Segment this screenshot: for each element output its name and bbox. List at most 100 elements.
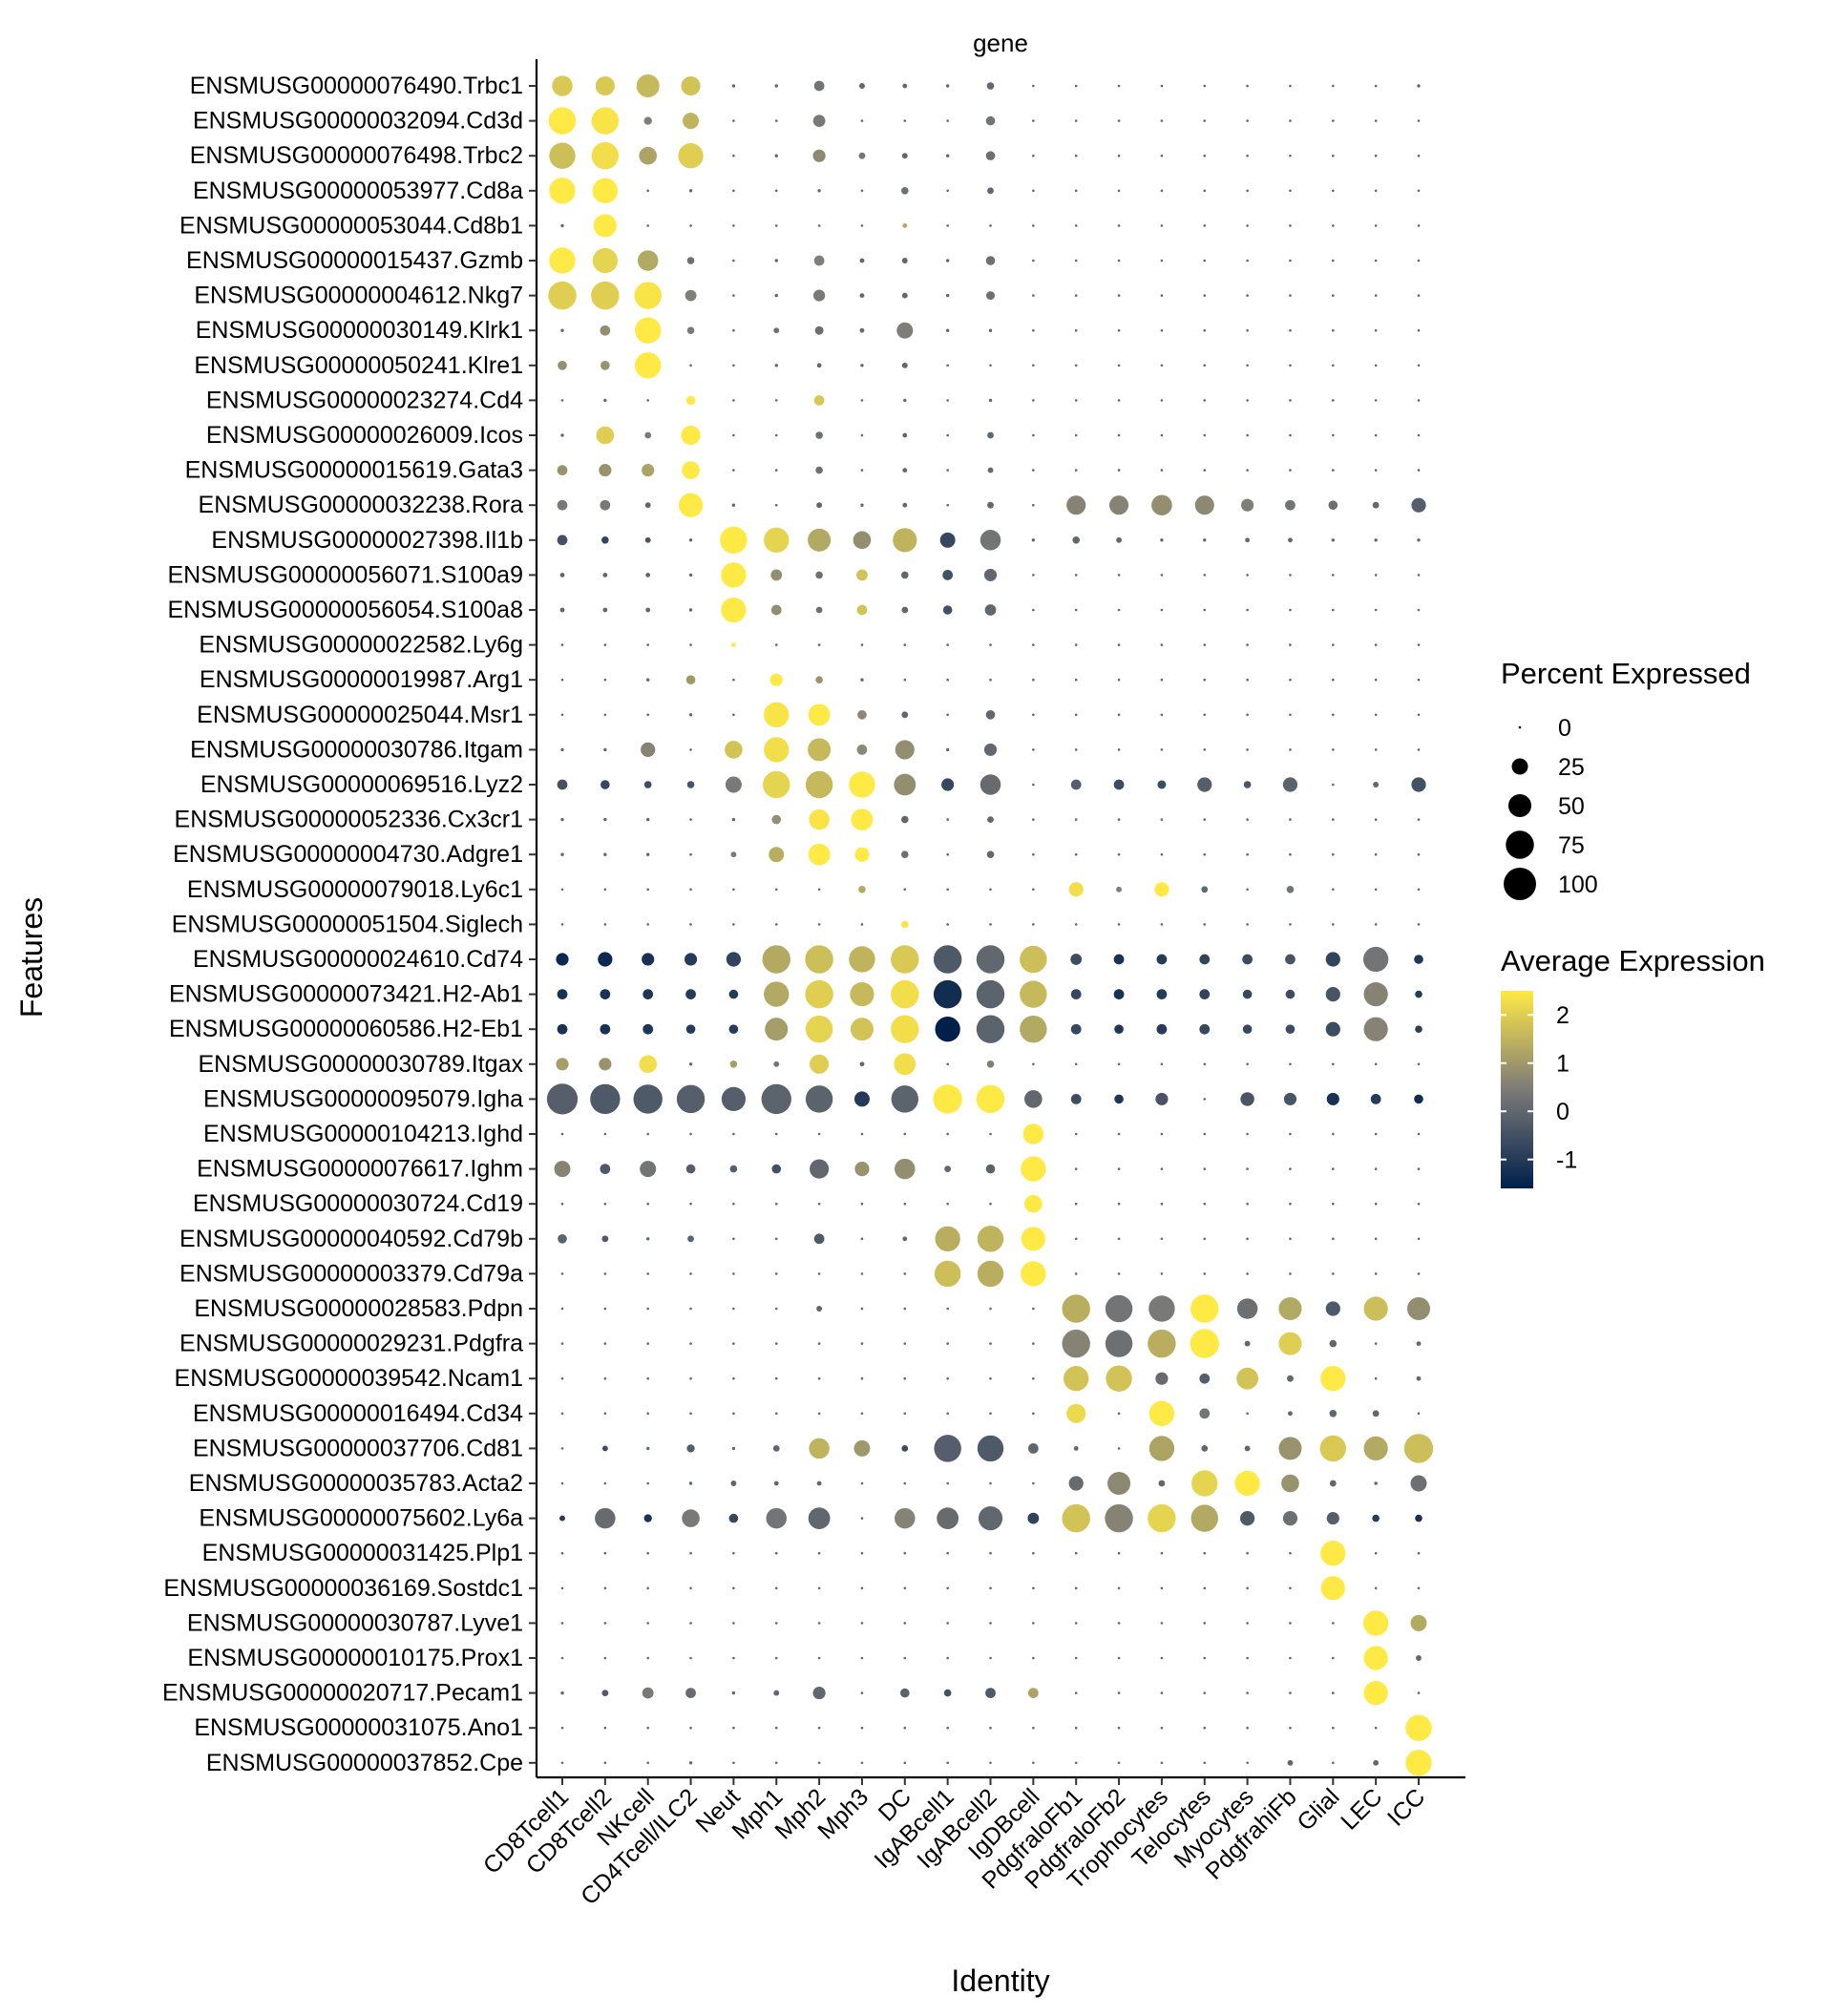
dot <box>812 289 826 302</box>
size-legend-label: 25 <box>1558 754 1585 781</box>
dot <box>1074 1586 1078 1590</box>
dot <box>1236 1367 1259 1390</box>
dot <box>1160 294 1164 297</box>
dot <box>805 1085 833 1113</box>
dot <box>1246 224 1249 227</box>
dot <box>1064 1366 1089 1392</box>
dot <box>1117 294 1121 297</box>
dot <box>1203 1202 1207 1206</box>
dot <box>1246 1551 1249 1555</box>
dot <box>903 643 907 646</box>
dot <box>689 748 692 751</box>
dot <box>1417 1272 1421 1275</box>
dot <box>1288 537 1293 543</box>
dot <box>549 178 576 204</box>
dot <box>765 1018 789 1041</box>
dot <box>988 398 993 403</box>
dot <box>945 328 950 332</box>
dot <box>595 75 615 96</box>
dot <box>1151 494 1172 515</box>
dot <box>601 536 609 544</box>
y-tick-label: ENSMUSG00000037706.Cd81 <box>193 1435 523 1461</box>
dot <box>732 888 735 892</box>
dot <box>643 781 652 788</box>
dot <box>1329 1409 1338 1418</box>
dot <box>1289 1586 1292 1590</box>
dot <box>903 678 907 682</box>
dot <box>731 503 736 507</box>
dot <box>602 572 608 578</box>
dot <box>1032 608 1035 612</box>
dot <box>685 1024 696 1035</box>
dot <box>1283 1092 1297 1105</box>
dot <box>903 1656 907 1660</box>
dot <box>1070 989 1082 999</box>
dot <box>1325 1301 1340 1316</box>
dot <box>595 1507 616 1529</box>
dot <box>1332 574 1335 577</box>
dot <box>989 1202 992 1206</box>
size-legend-dot <box>1506 830 1534 859</box>
y-tick-label: ENSMUSG00000095079.Igha <box>203 1085 523 1112</box>
x-tick-label: Mph3 <box>812 1783 874 1844</box>
dot <box>689 1726 692 1730</box>
dot <box>1066 1403 1086 1423</box>
dot <box>646 1622 649 1625</box>
dot <box>1326 1512 1339 1525</box>
dot <box>1073 1445 1079 1451</box>
dot <box>1289 1062 1292 1066</box>
dot <box>1374 1481 1378 1485</box>
dot <box>933 945 962 974</box>
dot <box>903 1307 907 1311</box>
dot <box>946 923 949 926</box>
dot <box>1374 189 1378 193</box>
dot <box>599 1058 612 1071</box>
dot <box>774 1551 778 1555</box>
dot <box>640 1161 657 1178</box>
dot <box>856 745 868 755</box>
dot <box>600 325 611 336</box>
dot <box>896 322 914 339</box>
dot <box>725 741 743 759</box>
dot <box>1074 119 1078 122</box>
dot <box>689 852 692 856</box>
dot <box>1203 608 1207 612</box>
dot <box>1074 643 1078 646</box>
dot <box>1332 783 1335 787</box>
dot <box>1239 1510 1255 1526</box>
dot <box>732 1272 735 1275</box>
dot <box>1154 882 1169 897</box>
dot <box>989 643 992 646</box>
dot <box>549 142 576 169</box>
dot <box>808 738 832 762</box>
dot <box>721 1086 747 1112</box>
dot <box>1203 1272 1207 1275</box>
dot <box>1417 1202 1421 1206</box>
dot <box>1068 1476 1084 1491</box>
dot <box>1286 885 1295 893</box>
dot <box>1070 1023 1082 1035</box>
dot <box>646 1412 649 1416</box>
size-legend-label: 50 <box>1558 793 1585 820</box>
dot <box>769 673 783 686</box>
dot <box>596 426 615 445</box>
dot <box>860 469 864 472</box>
dot <box>946 503 949 507</box>
dot <box>1374 643 1378 646</box>
dot <box>644 536 651 543</box>
dot <box>560 399 564 402</box>
dot <box>1417 84 1421 88</box>
dot <box>902 468 908 473</box>
dot <box>859 293 865 299</box>
dot <box>816 1306 823 1312</box>
dot <box>1246 748 1249 751</box>
size-legend: Percent Expressed 0 25 50 75 100 <box>1501 657 1751 900</box>
dot <box>1190 1329 1219 1358</box>
dot <box>1417 224 1421 227</box>
dot <box>1203 818 1207 821</box>
dot <box>1374 469 1378 472</box>
dot <box>1234 1470 1260 1497</box>
dot <box>1062 1503 1090 1533</box>
y-tick-label: ENSMUSG00000037852.Cpe <box>206 1750 523 1776</box>
y-tick-label: ENSMUSG00000030787.Lyve1 <box>187 1609 523 1636</box>
